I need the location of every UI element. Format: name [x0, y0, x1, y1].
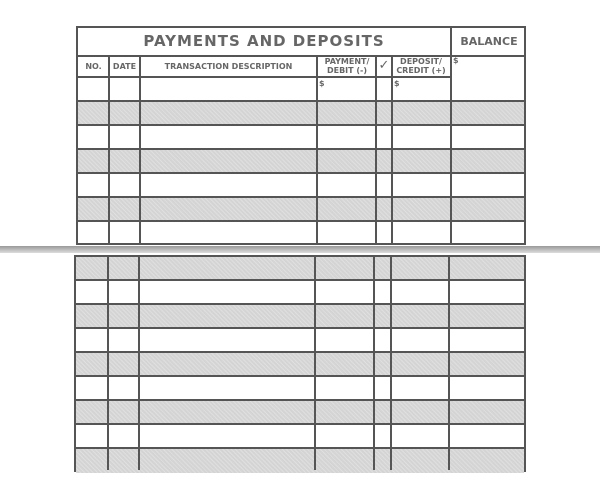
register-row [78, 198, 524, 222]
register-row [76, 449, 524, 473]
register-bottom [74, 255, 526, 473]
register-title: PAYMENTS AND DEPOSITS [143, 32, 385, 50]
register-row [78, 102, 524, 126]
header-date: DATE [112, 62, 137, 71]
page-divider [0, 246, 600, 253]
register-row [78, 222, 524, 246]
register-row [76, 353, 524, 377]
balance-header: BALANCE [460, 35, 518, 48]
register-row [76, 305, 524, 329]
register-row [78, 174, 524, 198]
balance-dollar: $ [453, 56, 459, 65]
header-no: NO. [85, 62, 102, 71]
register-row [76, 281, 524, 305]
register-top: PAYMENTS AND DEPOSITS BALANCE NO. DATE T… [76, 26, 526, 245]
register-row [76, 425, 524, 449]
register-row [78, 78, 524, 102]
register-row [78, 126, 524, 150]
debit-dollar: $ [319, 79, 325, 88]
register-row [76, 257, 524, 281]
register-row [76, 377, 524, 401]
register-row [76, 401, 524, 425]
header-description: TRANSACTION DESCRIPTION [164, 62, 293, 71]
credit-dollar: $ [394, 79, 400, 88]
register-row [78, 150, 524, 174]
checkmark-icon: ✓ [378, 58, 390, 73]
header-payment-debit: PAYMENT/ DEBIT (-) [324, 57, 370, 75]
header-deposit-credit: DEPOSIT/ CREDIT (+) [396, 57, 446, 75]
register-row [76, 329, 524, 353]
